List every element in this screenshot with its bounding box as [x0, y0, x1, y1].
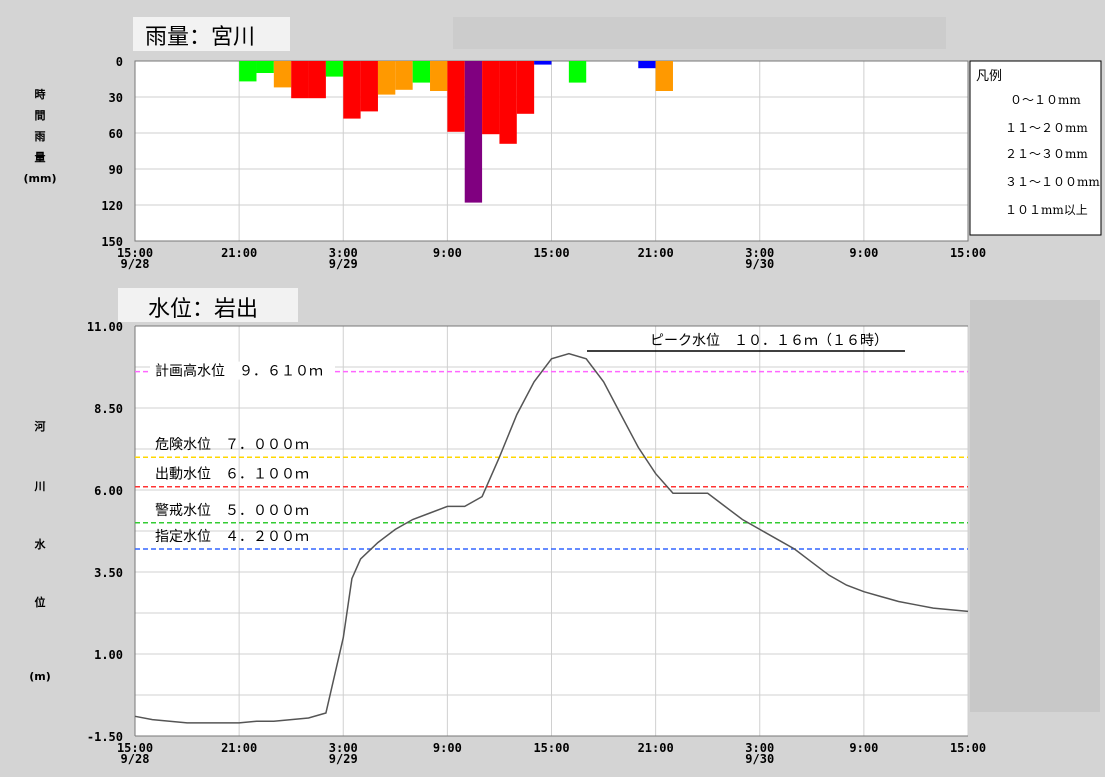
rain-bar [568, 61, 587, 83]
rain-title-blank-box [453, 17, 946, 49]
rain-ytick-label: 0 [116, 55, 123, 69]
rain-ylabel-char: 時 [35, 87, 46, 101]
level-xtick-date: 9/29 [329, 752, 358, 766]
rain-ylabel-char: 雨 [35, 130, 46, 143]
rain-bar [464, 61, 483, 203]
level-xtick-date: 9/28 [121, 752, 150, 766]
level-chart-title: 水位：岩出 [148, 297, 258, 322]
rain-xtick-date: 9/29 [329, 257, 358, 271]
rain-bar [377, 61, 396, 95]
water-level-line [134, 352, 969, 724]
legend-title: 凡例 [976, 69, 1002, 84]
level-reference-label: 危険水位 ７．０００ｍ [155, 437, 309, 453]
level-xtick-label: 3:00 [329, 741, 358, 755]
rain-xtick-label: 9:00 [849, 246, 878, 260]
level-xtick-label: 9:00 [433, 741, 462, 755]
rain-bar [482, 61, 500, 135]
level-ylabel-char: 川 [34, 480, 46, 493]
rain-bar [273, 61, 292, 88]
rain-bar [638, 61, 656, 69]
level-xtick-label: 15:00 [533, 741, 569, 755]
legend-entry: １０１mm以上 [1005, 203, 1088, 217]
rain-ylabel-char: (mm) [24, 172, 57, 185]
level-xtick-label: 21:00 [221, 741, 257, 755]
rain-bar [395, 61, 413, 90]
rain-bar [447, 61, 465, 132]
level-side-panel [970, 300, 1100, 712]
rain-ytick-label: 150 [101, 235, 123, 249]
level-xtick-label: 15:00 [117, 741, 153, 755]
level-ylabel-char: (m) [29, 670, 51, 683]
rain-bar [412, 61, 431, 83]
level-ytick-label: -1.50 [87, 730, 123, 744]
rain-ytick-label: 120 [101, 199, 123, 213]
level-reference-label: 出動水位 ６．１００ｍ [155, 467, 309, 483]
legend-entry: １１～２０mm [1005, 121, 1088, 135]
rain-xtick-label: 3:00 [329, 246, 358, 260]
level-xtick-label: 3:00 [745, 741, 774, 755]
rain-bar [308, 61, 326, 99]
rain-bar [534, 61, 552, 65]
rain-xtick-label: 15:00 [533, 246, 569, 260]
rain-xtick-label: 21:00 [221, 246, 257, 260]
peak-label: ピーク水位 １０．１６ｍ（１６時） [650, 333, 888, 349]
rain-bar [430, 61, 448, 91]
level-title-box [118, 288, 298, 322]
level-label-bg [150, 361, 335, 380]
rain-legend: 凡例 ０～１０mm １１～２０mm ２１～３０mm ３１～１００mm １０１mm… [969, 60, 1102, 236]
level-xtick-date: 9/30 [745, 752, 774, 766]
rain-xtick-label: 21:00 [638, 246, 674, 260]
level-ytick-label: 1.00 [94, 648, 123, 662]
rain-bar [655, 61, 673, 91]
rain-xtick-date: 9/30 [745, 257, 774, 271]
level-reference-label: 計画高水位 ９．６１０ｍ [155, 363, 323, 380]
rain-bar [291, 61, 309, 99]
level-plot: 11.008.506.003.501.00-1.5015:009/2821:00… [29, 320, 986, 766]
rain-ylabel-char: 量 [35, 151, 46, 164]
rain-xtick-label: 9:00 [433, 246, 462, 260]
rain-ytick-label: 30 [109, 91, 123, 105]
level-ytick-label: 11.00 [87, 320, 123, 334]
legend-entry: ３１～１００mm [1005, 175, 1100, 189]
level-ytick-label: 3.50 [94, 566, 123, 580]
level-ylabel-char: 河 [35, 419, 46, 433]
level-xtick-label: 9:00 [849, 741, 878, 755]
level-ytick-label: 8.50 [94, 402, 123, 416]
rain-bar [499, 61, 517, 144]
rain-bar [516, 61, 535, 114]
level-ylabel-char: 位 [35, 595, 46, 609]
rain-bar [343, 61, 361, 119]
rain-xtick-label: 3:00 [745, 246, 774, 260]
level-xtick-label: 21:00 [638, 741, 674, 755]
level-reference-label: 警戒水位 ５．０００ｍ [155, 503, 309, 519]
level-title-blank [303, 294, 968, 322]
rain-bar [256, 61, 274, 73]
legend-entry: ０～１０mm [1010, 93, 1081, 107]
rain-title-box [133, 17, 290, 51]
rain-bar [360, 61, 378, 112]
rain-bar [325, 61, 344, 77]
rain-ylabel-char: 間 [35, 109, 46, 122]
level-xtick-label: 15:00 [950, 741, 986, 755]
rain-chart-title: 雨量：宮川 [145, 25, 255, 50]
legend-entry: ２１～３０mm [1005, 147, 1088, 161]
rain-bar [239, 61, 257, 82]
level-reference-label: 指定水位 ４．２００ｍ [155, 529, 309, 545]
legend-box [969, 60, 1102, 236]
rain-xtick-date: 9/28 [121, 257, 150, 271]
rain-ytick-label: 90 [109, 163, 123, 177]
level-ylabel-char: 水 [35, 537, 47, 551]
rain-xtick-label: 15:00 [950, 246, 986, 260]
rain-xtick-label: 15:00 [117, 246, 153, 260]
rain-ytick-label: 60 [109, 127, 123, 141]
level-ytick-label: 6.00 [94, 484, 123, 498]
